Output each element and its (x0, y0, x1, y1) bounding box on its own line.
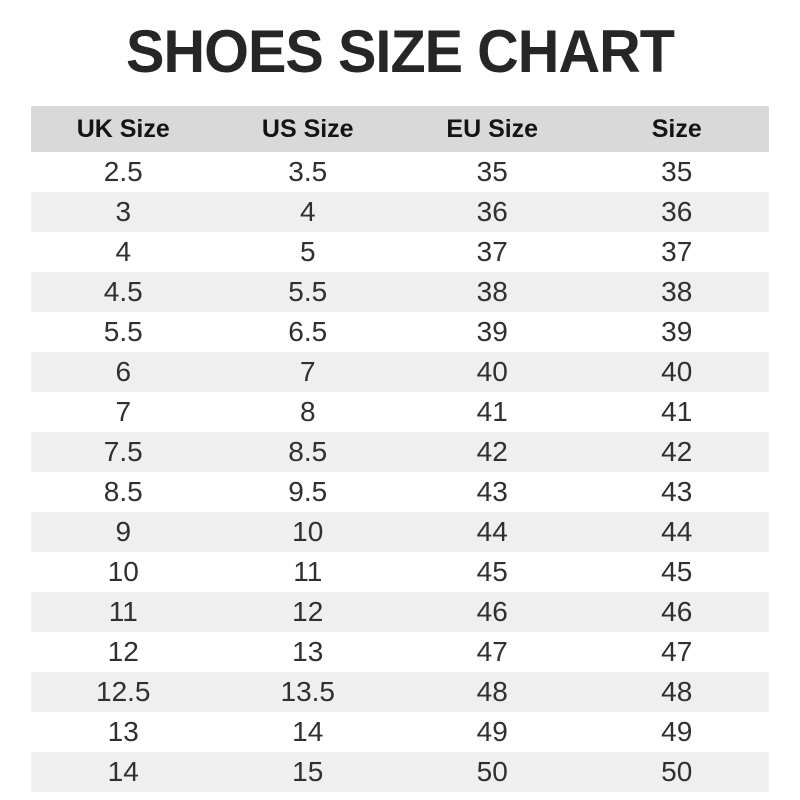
table-cell: 50 (584, 752, 769, 792)
table-cell: 7 (215, 352, 400, 392)
column-header: US Size (215, 106, 400, 152)
table-cell: 47 (400, 632, 585, 672)
table-row: 11 12 46 46 (31, 592, 769, 632)
table-row: 7 8 41 41 (31, 392, 769, 432)
table-row: 12.5 13.5 48 48 (31, 672, 769, 712)
table-cell: 35 (400, 152, 585, 192)
table-header-row: UK Size US Size EU Size Size (31, 106, 769, 152)
table-cell: 12.5 (31, 672, 216, 712)
table-row: 8.5 9.5 43 43 (31, 472, 769, 512)
table-cell: 13 (215, 632, 400, 672)
table-cell: 14 (31, 752, 216, 792)
table-cell: 41 (584, 392, 769, 432)
page-title: SHOES SIZE CHART (126, 18, 675, 85)
table-cell: 49 (584, 712, 769, 752)
table-cell: 35 (584, 152, 769, 192)
table-cell: 9.5 (215, 472, 400, 512)
table-cell: 11 (31, 592, 216, 632)
table-row: 4 5 37 37 (31, 232, 769, 272)
table-cell: 49 (400, 712, 585, 752)
table-cell: 47 (584, 632, 769, 672)
table-cell: 37 (584, 232, 769, 272)
table-cell: 37 (400, 232, 585, 272)
column-header: UK Size (31, 106, 216, 152)
table-row: 7.5 8.5 42 42 (31, 432, 769, 472)
table-cell: 2.5 (31, 152, 216, 192)
table-cell: 48 (584, 672, 769, 712)
table-cell: 5.5 (31, 312, 216, 352)
table-cell: 14 (215, 712, 400, 752)
table-row: 2.5 3.5 35 35 (31, 152, 769, 192)
table-cell: 3.5 (215, 152, 400, 192)
table-row: 3 4 36 36 (31, 192, 769, 232)
table-cell: 7.5 (31, 432, 216, 472)
table-cell: 12 (31, 632, 216, 672)
table-cell: 44 (584, 512, 769, 552)
table-cell: 48 (400, 672, 585, 712)
table-cell: 15 (215, 752, 400, 792)
table-row: 9 10 44 44 (31, 512, 769, 552)
table-cell: 36 (584, 192, 769, 232)
column-header: Size (584, 106, 769, 152)
table-cell: 13.5 (215, 672, 400, 712)
table-cell: 43 (584, 472, 769, 512)
table-row: 10 11 45 45 (31, 552, 769, 592)
table-cell: 38 (400, 272, 585, 312)
table-cell: 6 (31, 352, 216, 392)
table-cell: 46 (584, 592, 769, 632)
table-cell: 41 (400, 392, 585, 432)
table-cell: 5.5 (215, 272, 400, 312)
table-cell: 4 (31, 232, 216, 272)
table-cell: 42 (400, 432, 585, 472)
table-row: 5.5 6.5 39 39 (31, 312, 769, 352)
table-cell: 3 (31, 192, 216, 232)
table-cell: 8 (215, 392, 400, 432)
table-cell: 9 (31, 512, 216, 552)
table-cell: 8.5 (215, 432, 400, 472)
table-cell: 39 (584, 312, 769, 352)
table-cell: 11 (215, 552, 400, 592)
size-chart-table: UK Size US Size EU Size Size 2.5 3.5 35 35 3 4 36… (31, 106, 769, 792)
table-cell: 13 (31, 712, 216, 752)
table-cell: 39 (400, 312, 585, 352)
table-cell: 10 (215, 512, 400, 552)
table-cell: 40 (584, 352, 769, 392)
table-cell: 7 (31, 392, 216, 432)
table-cell: 45 (584, 552, 769, 592)
table-cell: 5 (215, 232, 400, 272)
table-row: 12 13 47 47 (31, 632, 769, 672)
table-row: 6 7 40 40 (31, 352, 769, 392)
table-cell: 43 (400, 472, 585, 512)
table-body: 2.5 3.5 35 35 3 4 36 36 4 5 37 37 4.5 5.5 38 38 5.5 6.5 39… (31, 152, 769, 792)
table-cell: 40 (400, 352, 585, 392)
table-cell: 38 (584, 272, 769, 312)
table-cell: 42 (584, 432, 769, 472)
table-cell: 6.5 (215, 312, 400, 352)
table-cell: 45 (400, 552, 585, 592)
table-row: 14 15 50 50 (31, 752, 769, 792)
table-cell: 4 (215, 192, 400, 232)
table-cell: 44 (400, 512, 585, 552)
column-header: EU Size (400, 106, 585, 152)
table-row: 4.5 5.5 38 38 (31, 272, 769, 312)
table-cell: 46 (400, 592, 585, 632)
table-cell: 4.5 (31, 272, 216, 312)
table-row: 13 14 49 49 (31, 712, 769, 752)
table-cell: 12 (215, 592, 400, 632)
table-cell: 36 (400, 192, 585, 232)
table-cell: 10 (31, 552, 216, 592)
table-header: UK Size US Size EU Size Size (31, 106, 769, 152)
table-cell: 8.5 (31, 472, 216, 512)
table-cell: 50 (400, 752, 585, 792)
